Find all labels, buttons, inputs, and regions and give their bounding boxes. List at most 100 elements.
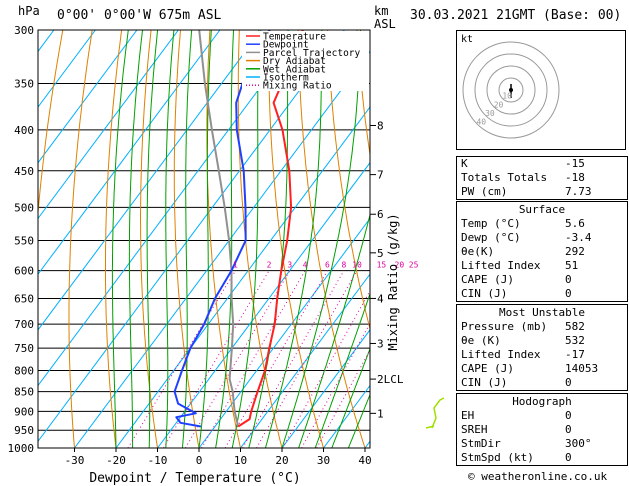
legend-background [242, 31, 369, 91]
wet-adiabat [198, 30, 212, 448]
x-tick-label: -10 [148, 454, 168, 467]
pressure-tick-label: 500 [14, 201, 34, 214]
mixing-ratio-tick-label: 6 [325, 261, 330, 270]
index-row: CAPE (J) 14053 [457, 362, 627, 376]
pressure-tick-label: 1000 [8, 442, 35, 455]
index-label: Temp (°C) [461, 217, 521, 230]
hpa-unit-label: hPa [18, 4, 40, 18]
pressure-tick-label: 700 [14, 318, 34, 331]
km-unit-label: km [374, 4, 389, 18]
index-value: 582 [565, 320, 585, 333]
isotherm-line [38, 30, 345, 443]
mixing-ratio-line [256, 270, 358, 448]
mixing-ratio-line [201, 270, 306, 448]
pressure-tick-label: 950 [14, 424, 34, 437]
km-tick-label: 1 [377, 407, 384, 420]
pressure-tick-label: 400 [14, 124, 34, 137]
dry-adiabat [327, 30, 370, 331]
index-row: CIN (J) 0 [457, 376, 627, 390]
location-title: 0°00' 0°00'W 675m ASL [57, 8, 222, 23]
index-value: 0 [565, 273, 572, 286]
dry-adiabat [68, 30, 93, 448]
wet-adiabat [314, 292, 370, 448]
index-value: 0 [565, 423, 572, 436]
dry-adiabat [38, 30, 64, 219]
index-label: θe (K) [461, 334, 501, 347]
pressure-tick-label: 600 [14, 265, 34, 278]
index-label: Totals Totals [461, 171, 548, 184]
index-label: Pressure (mb) [461, 320, 548, 333]
index-row: θe(K) 292 [457, 245, 627, 259]
parcel-trajectory-line [198, 30, 240, 427]
hodograph-index-table: EH 0 SREH 0 StmDir 300° StmSpd (kt) 0 [457, 409, 627, 465]
index-row: Temp (°C) 5.6 [457, 217, 627, 231]
mixing-ratio-tick-label: 4 [303, 261, 308, 270]
pressure-tick-label: 850 [14, 386, 34, 399]
pressure-tick-label: 300 [14, 24, 34, 37]
index-value: 0 [565, 451, 572, 464]
wind-barb-flag [425, 425, 435, 429]
mixing-ratio-line [224, 270, 328, 448]
mixing-ratio-tick-label: 25 [409, 261, 419, 270]
isotherm-line [198, 217, 370, 448]
isotherm-line [240, 273, 370, 448]
index-label: StmSpd (kt) [461, 451, 534, 464]
pressure-tick-label: 650 [14, 292, 34, 305]
index-row: θe (K) 532 [457, 334, 627, 348]
hodograph-ring [462, 41, 560, 139]
hodograph-index-title: Hodograph [512, 395, 572, 408]
hodograph-ring-label: 10 [502, 92, 512, 101]
pressure-tick-label: 550 [14, 234, 34, 247]
dewpoint-line [173, 30, 271, 428]
km-tick-label: 8 [377, 120, 384, 133]
index-row: StmSpd (kt) 0 [457, 451, 627, 465]
wet-adiabat [146, 30, 159, 448]
legend-label: Parcel Trajectory [263, 48, 361, 59]
grid-lines [38, 30, 370, 448]
hodograph-ring-label: 40 [476, 118, 486, 127]
hodograph-ring [498, 77, 524, 103]
index-label: CAPE (J) [461, 362, 514, 375]
index-value: -15 [565, 157, 585, 170]
index-row: SREH 0 [457, 423, 627, 437]
x-tick-label: 40 [358, 454, 371, 467]
wet-adiabat [111, 30, 129, 448]
pressure-tick-label: 450 [14, 165, 34, 178]
mixing-ratio-line [316, 348, 370, 448]
mixing-ratio-tick-label: 10 [352, 261, 362, 270]
mixing-ratio-line [301, 322, 370, 448]
index-value: 51 [565, 259, 579, 272]
isotherm-line [38, 30, 138, 164]
wind-barb-line [431, 397, 445, 429]
index-value: 0 [565, 409, 572, 422]
wind-barbs [425, 397, 445, 429]
x-axis-label: Dewpoint / Temperature (°C) [89, 471, 300, 486]
dry-adiabat [206, 30, 241, 448]
axes: 1 2 3 4 6 8 10 15 20 2530035040045050055060065070… [8, 24, 419, 467]
pressure-tick-label: 350 [14, 78, 34, 91]
wet-adiabat [281, 30, 361, 448]
index-value: -17 [565, 348, 585, 361]
wet-adiabat [298, 212, 370, 448]
hodograph-storm-point [509, 88, 513, 92]
hodograph-unit: kt [461, 34, 473, 45]
dry-adiabat [105, 30, 123, 448]
index-label: Lifted Index [461, 348, 541, 361]
hodograph-ring [486, 65, 536, 115]
isotherm-line [157, 161, 370, 448]
mixing-ratio-axis-label: Mixing Ratio (g/kg) [386, 213, 400, 350]
mixing-ratio-line [282, 289, 370, 448]
mixing-ratio-tick-label: 1 [233, 261, 238, 270]
legend-label: Mixing Ratio [263, 81, 332, 92]
wet-adiabat [181, 30, 193, 448]
index-value: 0 [565, 287, 572, 300]
index-label: θe(K) [461, 245, 495, 258]
x-tick-label: 10 [234, 454, 247, 467]
legend-label: Dry Adiabat [263, 56, 326, 67]
hodograph-frame [456, 30, 626, 150]
pressure-tick-label: 900 [14, 405, 34, 418]
isotherm-line [281, 329, 370, 448]
isotherm-line [38, 30, 179, 220]
